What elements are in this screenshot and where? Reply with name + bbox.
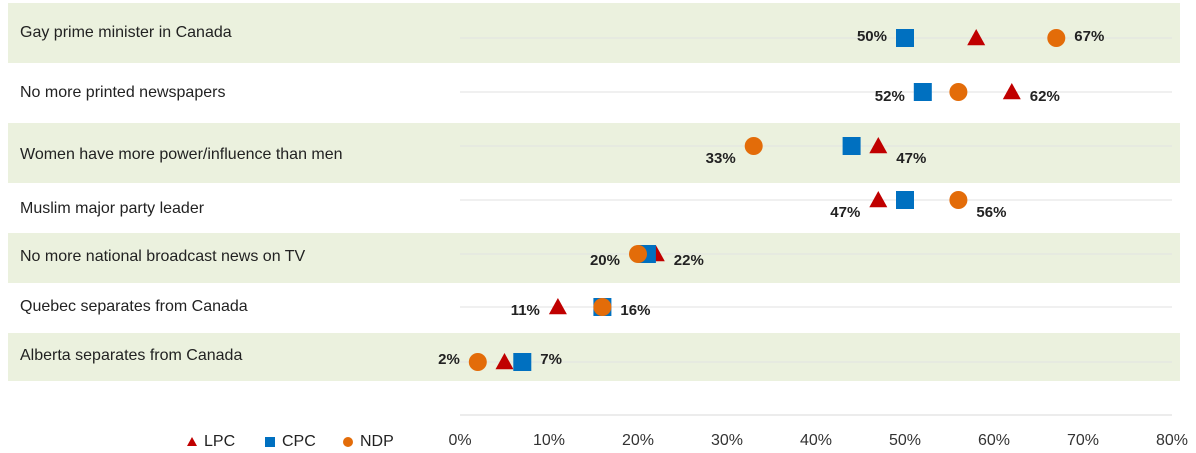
legend-marker — [265, 437, 275, 447]
data-point — [949, 191, 968, 209]
data-point — [513, 353, 532, 371]
value-label: 11% — [511, 302, 540, 319]
category-label: Alberta separates from Canada — [20, 347, 242, 364]
legend-label: LPC — [204, 433, 235, 450]
x-tick-label: 40% — [800, 432, 832, 449]
category-label: Women have more power/influence than men — [20, 146, 343, 163]
data-point — [744, 137, 763, 155]
x-tick-label: 70% — [1067, 432, 1099, 449]
data-point — [548, 298, 567, 315]
legend-marker — [343, 437, 353, 447]
row-band — [8, 123, 1180, 183]
data-point — [1002, 83, 1021, 100]
data-point — [495, 353, 514, 370]
x-tick-label: 80% — [1156, 432, 1188, 449]
category-label: Quebec separates from Canada — [20, 298, 248, 315]
data-point — [896, 191, 914, 209]
x-tick-label: 30% — [711, 432, 743, 449]
data-point — [949, 83, 968, 101]
data-point — [593, 298, 612, 316]
legend-marker — [187, 437, 197, 446]
x-tick-label: 20% — [622, 432, 654, 449]
value-label: 50% — [857, 28, 887, 45]
data-point — [468, 353, 487, 371]
value-label: 22% — [674, 252, 704, 269]
legend-label: CPC — [282, 433, 316, 450]
value-label: 56% — [976, 204, 1006, 221]
data-point — [869, 191, 888, 208]
x-tick-label: 60% — [978, 432, 1010, 449]
value-label: 62% — [1030, 88, 1060, 105]
data-point — [913, 83, 932, 101]
value-label: 2% — [438, 351, 460, 368]
value-label: 20% — [590, 252, 620, 269]
data-point — [967, 29, 986, 46]
data-point — [869, 137, 888, 154]
row-band — [8, 233, 1180, 283]
x-tick-label: 50% — [889, 432, 921, 449]
data-point — [896, 29, 914, 47]
value-label: 33% — [706, 150, 736, 167]
row-band — [8, 3, 1180, 63]
value-label: 16% — [620, 302, 650, 319]
category-label: Gay prime minister in Canada — [20, 24, 232, 41]
value-label: 52% — [875, 88, 905, 105]
value-label: 7% — [540, 351, 562, 368]
data-point — [842, 137, 861, 155]
value-label: 47% — [896, 150, 926, 167]
category-label: No more printed newspapers — [20, 84, 225, 101]
legend-label: NDP — [360, 433, 394, 450]
data-point — [1047, 29, 1066, 47]
value-label: 47% — [830, 204, 860, 221]
row-band — [8, 333, 1180, 381]
value-label: 67% — [1074, 28, 1104, 45]
category-label: Muslim major party leader — [20, 200, 205, 217]
category-label: No more national broadcast news on TV — [20, 248, 306, 265]
x-tick-label: 0% — [448, 432, 471, 449]
data-point — [629, 245, 647, 263]
x-tick-label: 10% — [533, 432, 565, 449]
